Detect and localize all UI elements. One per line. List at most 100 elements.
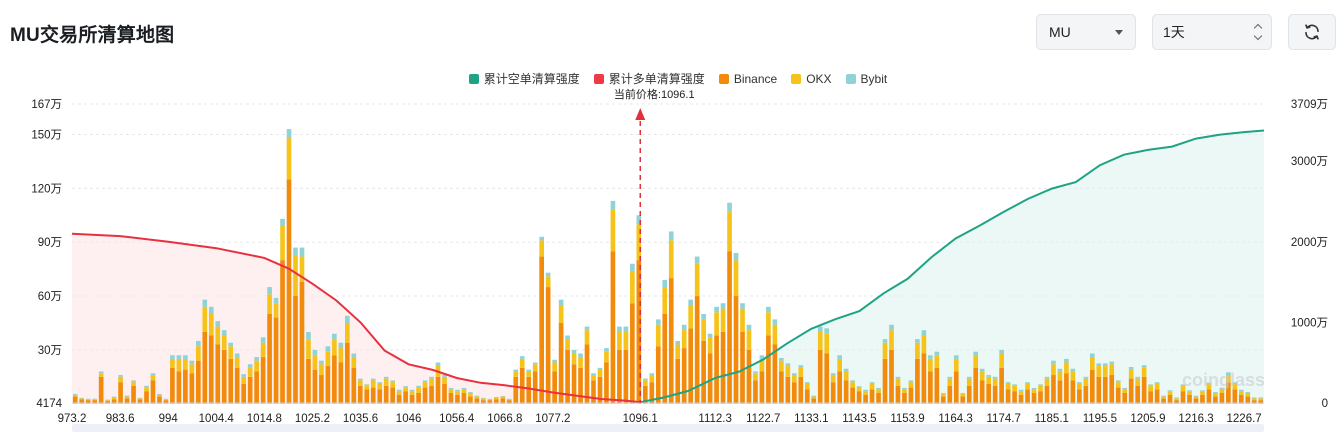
bar-segment-bybit — [1226, 372, 1231, 376]
bar-segment-okx — [260, 342, 266, 358]
bar-segment-okx — [882, 342, 888, 359]
bar-segment-binance — [493, 399, 499, 404]
bar-segment-bybit — [500, 396, 506, 397]
bar-segment-okx — [662, 287, 668, 314]
legend-item-binance[interactable]: Binance — [718, 70, 777, 87]
refresh-button[interactable] — [1288, 14, 1336, 50]
bar-segment-okx — [604, 351, 609, 363]
bar-segment-okx — [1154, 384, 1160, 390]
bar-segment-okx — [1174, 398, 1179, 401]
zoom-slider[interactable] — [72, 424, 1264, 432]
bar-segment-binance — [195, 360, 201, 404]
bar-segment-bybit — [694, 256, 700, 264]
bar-segment-bybit — [344, 315, 350, 323]
period-select-value: 1天 — [1163, 24, 1185, 40]
bar-segment-bybit — [357, 378, 363, 381]
arrow-up-icon — [635, 108, 646, 120]
page-title: MU交易所清算地图 — [10, 25, 175, 46]
bar-segment-bybit — [1018, 389, 1024, 392]
bar-segment-okx — [1258, 398, 1264, 401]
x-tick-label: 1133.1 — [794, 413, 828, 425]
y-right-tick-label: 2000万 — [1291, 237, 1328, 249]
bar-segment-bybit — [882, 339, 888, 343]
bar-segment-binance — [176, 371, 182, 404]
bar-segment-binance — [772, 344, 778, 404]
bar-segment-binance — [895, 385, 901, 404]
bar-segment-binance — [1109, 375, 1115, 404]
bar-segment-bybit — [137, 397, 143, 399]
bar-segment-okx — [1025, 384, 1030, 390]
bar-segment-bybit — [1245, 392, 1251, 393]
bar-segment-bybit — [733, 252, 739, 261]
bar-segment-binance — [319, 375, 324, 404]
bar-segment-okx — [299, 256, 305, 282]
bar-segment-okx — [966, 378, 972, 386]
bar-segment-binance — [1083, 385, 1089, 404]
bar-segment-okx — [1018, 391, 1024, 395]
bar-segment-okx — [830, 375, 836, 383]
bar-segment-bybit — [195, 340, 201, 347]
legend-item-long-curve[interactable]: 累计多单清算强度 — [593, 70, 705, 87]
bar-segment-binance — [234, 367, 240, 404]
long-liquidation-curve-area — [72, 233, 641, 403]
long-liquidation-curve-line — [71, 232, 641, 404]
bar-segment-okx — [804, 384, 810, 390]
bar-segment-binance — [1018, 394, 1024, 404]
bar-segment-bybit — [124, 395, 130, 397]
bar-segment-okx — [1200, 391, 1205, 395]
bar-segment-okx — [111, 397, 117, 400]
bar-segment-okx — [344, 322, 350, 343]
bar-segment-bybit — [202, 299, 208, 307]
bar-segment-okx — [506, 399, 512, 401]
bar-segment-binance — [759, 371, 765, 404]
bar-segment-okx — [273, 303, 279, 318]
legend-item-okx[interactable]: OKX — [791, 70, 832, 87]
bar-segment-okx — [532, 364, 538, 372]
bar-segment-okx — [578, 357, 583, 368]
bar-segment-okx — [429, 378, 434, 386]
bar-segment-binance — [500, 398, 506, 404]
legend-item-bybit[interactable]: Bybit — [845, 70, 887, 87]
bar-segment-bybit — [1077, 382, 1082, 384]
bar-segment-bybit — [474, 395, 480, 397]
legend-item-short-curve[interactable]: 累计空单清算强度 — [468, 70, 580, 87]
bar-segment-okx — [319, 364, 324, 376]
bar-segment-okx — [856, 387, 862, 392]
bar-segment-bybit — [150, 373, 156, 376]
x-tick-label: 1035.6 — [343, 413, 378, 425]
bar-segment-okx — [189, 364, 195, 374]
bar-segment-okx — [228, 346, 234, 359]
bar-segment-binance — [753, 380, 758, 404]
x-tick-label: 1205.9 — [1130, 413, 1165, 425]
bar-segment-bybit — [111, 396, 117, 398]
bar-segment-binance — [98, 376, 104, 404]
bar-segment-okx — [1044, 378, 1050, 386]
bar-segment-bybit — [1180, 384, 1186, 386]
bar-segment-bybit — [1070, 368, 1076, 372]
bar-segment-okx — [714, 312, 719, 336]
bar-segment-okx — [202, 306, 208, 332]
bar-segment-bybit — [604, 348, 609, 352]
bar-segment-binance — [1057, 380, 1063, 404]
bar-segment-okx — [357, 380, 363, 386]
bar-segment-okx — [753, 373, 758, 381]
symbol-select[interactable]: MU — [1036, 14, 1136, 50]
bar-segment-okx — [947, 378, 953, 386]
bar-segment-okx — [707, 337, 713, 354]
bar-segment-bybit — [986, 375, 991, 377]
x-tick-label: 1174.7 — [987, 413, 1021, 425]
period-select[interactable]: 1天 — [1152, 14, 1272, 50]
bar-segment-okx — [869, 384, 875, 390]
x-tick-label: 1164.3 — [938, 413, 972, 425]
bar-segment-binance — [170, 367, 175, 404]
bar-segment-bybit — [940, 392, 946, 394]
bar-segment-bybit — [578, 353, 583, 358]
bar-segment-bybit — [1154, 382, 1160, 384]
bar-segment-bybit — [1083, 376, 1089, 379]
bar-segment-okx — [234, 357, 240, 368]
bar-segment-binance — [215, 344, 221, 404]
bar-segment-okx — [481, 398, 486, 401]
bar-segment-okx — [597, 369, 603, 377]
bar-segment-okx — [636, 224, 642, 261]
bar-segment-okx — [824, 333, 830, 354]
